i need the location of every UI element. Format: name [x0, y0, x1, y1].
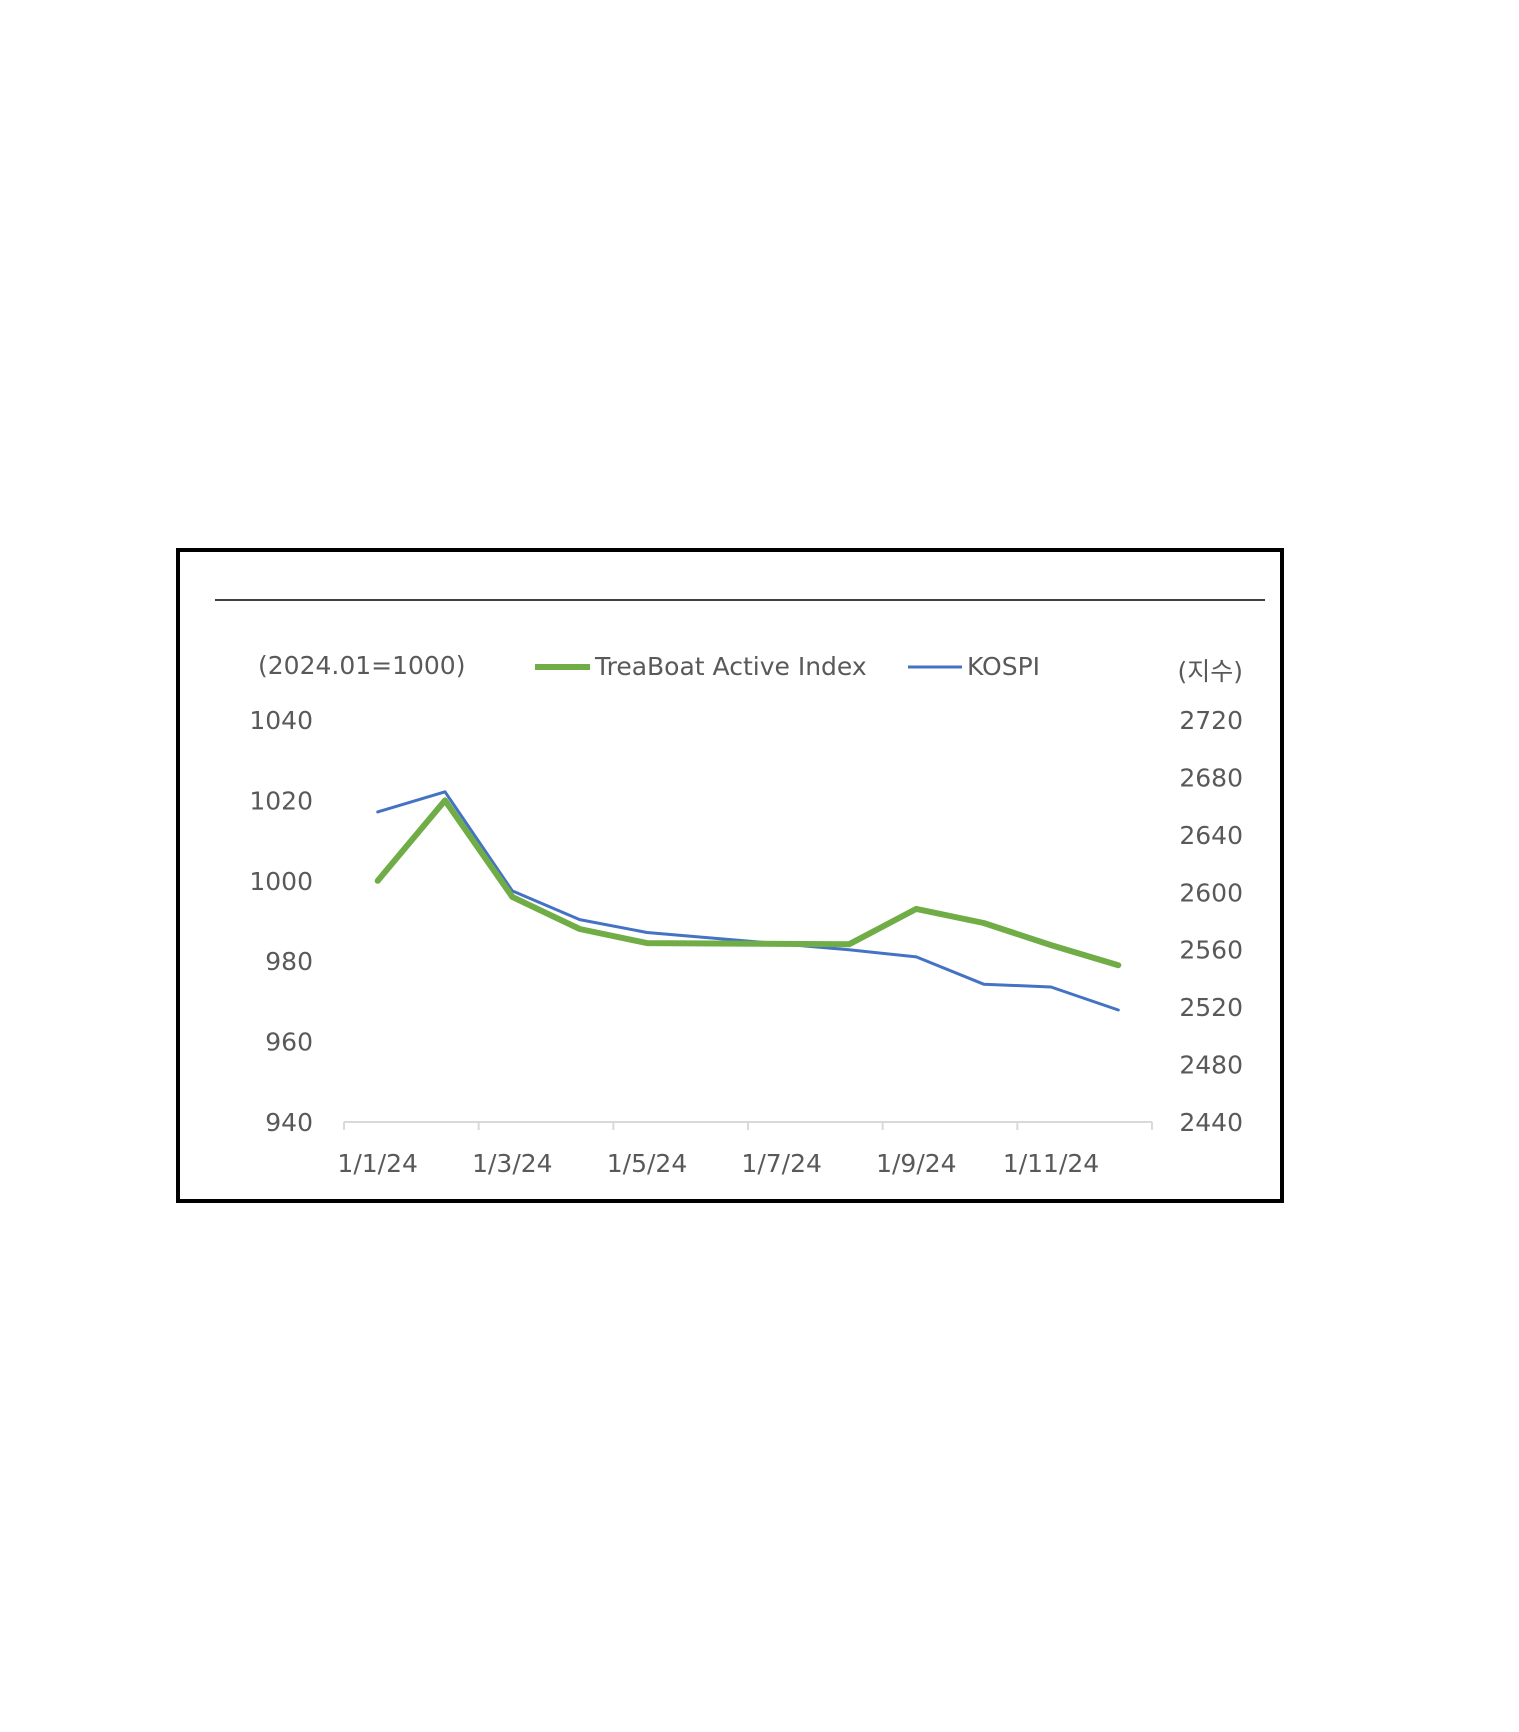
right-axis-ticks: 2440 2480 2520 2560 2600 2640 2680 2720 [1179, 706, 1243, 1137]
legend: TreaBoat Active Index KOSPI [535, 652, 1040, 681]
left-axis-tick-label: 980 [265, 947, 313, 976]
left-axis-ticks: 940 960 980 1000 1020 1040 [249, 706, 313, 1137]
legend-label-kospi: KOSPI [967, 652, 1040, 681]
right-axis-tick-label: 2480 [1179, 1051, 1243, 1080]
right-axis-tick-label: 2680 [1179, 763, 1243, 792]
left-axis-tick-label: 1020 [249, 786, 313, 815]
right-axis-tick-label: 2720 [1179, 706, 1243, 735]
x-axis-tick-label: 1/3/24 [472, 1149, 552, 1178]
left-axis-tick-label: 940 [265, 1108, 313, 1137]
x-axis: 1/1/24 1/3/24 1/5/24 1/7/24 1/9/24 1/11/24 [337, 1121, 1153, 1178]
left-axis-unit-label: (2024.01=1000) [258, 651, 465, 680]
x-axis-tick-label: 1/9/24 [876, 1149, 956, 1178]
x-axis-tick-label: 1/11/24 [1003, 1149, 1099, 1178]
series-line-kospi [376, 790, 1120, 1012]
left-axis-tick-label: 1000 [249, 867, 313, 896]
right-axis-tick-label: 2640 [1179, 821, 1243, 850]
right-axis-unit-label: (지수) [1177, 657, 1243, 686]
left-axis-tick-label: 1040 [249, 706, 313, 735]
series-line-treaboat [374, 797, 1122, 969]
legend-label-treaboat: TreaBoat Active Index [594, 652, 867, 681]
x-axis-tick-label: 1/7/24 [741, 1149, 821, 1178]
right-axis-tick-label: 2440 [1179, 1108, 1243, 1137]
series-layer [374, 790, 1122, 1012]
x-axis-tick-label: 1/1/24 [337, 1149, 417, 1178]
chart-frame [176, 548, 1284, 1203]
right-axis-tick-label: 2520 [1179, 993, 1243, 1022]
left-axis-tick-label: 960 [265, 1028, 313, 1057]
right-axis-tick-label: 2560 [1179, 936, 1243, 965]
x-axis-tick-label: 1/5/24 [607, 1149, 687, 1178]
right-axis-tick-label: 2600 [1179, 878, 1243, 907]
